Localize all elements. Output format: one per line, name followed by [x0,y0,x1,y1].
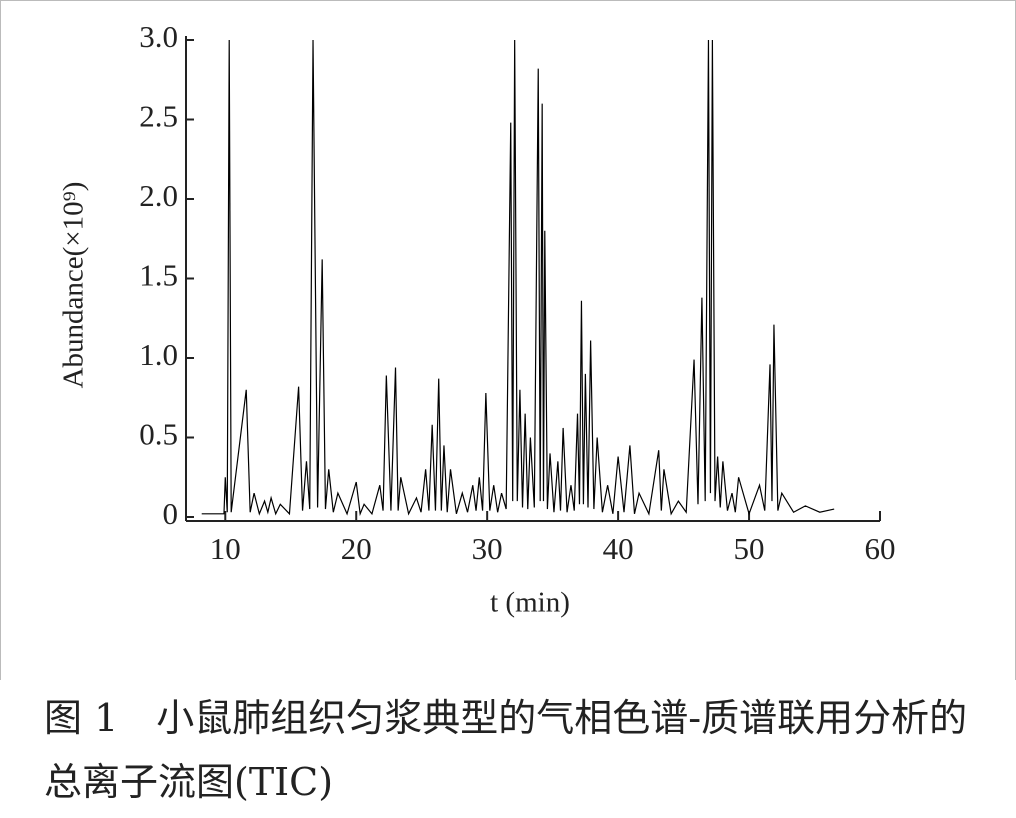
x-tick-label: 20 [341,531,372,566]
x-tick-label: 60 [865,531,896,566]
x-tick-label: 30 [472,531,503,566]
x-tick-label: 40 [603,531,634,566]
tic-trace [201,39,835,517]
x-axis-label: t (min) [490,587,570,619]
y-tick-label: 2.5 [139,99,178,134]
y-tick-label: 0 [163,496,179,531]
y-tick-label: 3.0 [139,19,178,54]
chart: Abundance(×10⁹) t (min) 0 0.5 1.0 1.5 2.0 2.5… [0,0,1016,680]
x-tick-label: 50 [734,531,765,566]
caption: 图 1 小鼠肺组织匀浆典型的气相色谱-质谱联用分析的总离子流图(TIC) [44,696,968,804]
y-tick-label: 1.0 [139,337,178,372]
x-tick-label: 10 [210,531,241,566]
y-tick-label: 1.5 [139,258,178,293]
y-tick-label: 2.0 [139,178,178,213]
y-tick-label: 0.5 [139,417,178,452]
y-axis-label: Abundance(×10⁹) [58,182,90,389]
